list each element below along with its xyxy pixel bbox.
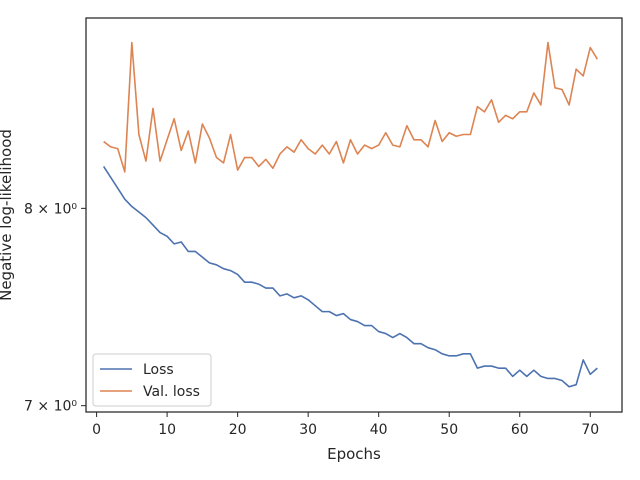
series-line-1 — [103, 41, 599, 173]
x-tick-label: 70 — [581, 422, 599, 438]
x-tick-label: 50 — [440, 422, 458, 438]
x-tick-label: 40 — [370, 422, 388, 438]
x-axis: 0 10 20 30 40 50 60 70 — [92, 412, 599, 438]
x-axis-label: Epochs — [327, 445, 381, 463]
y-axis-label: Negative log-likelihood — [0, 129, 15, 301]
x-tick-label: 0 — [92, 422, 101, 438]
series-line-0 — [102, 166, 598, 388]
plot-frame — [85, 17, 623, 413]
legend: Loss Val. loss — [92, 353, 212, 407]
y-tick-label: 7 × 10⁰ — [24, 399, 77, 415]
x-tick-label: 30 — [299, 422, 317, 438]
plot-marks — [102, 41, 599, 388]
y-axis: 7 × 10⁰ 8 × 10⁰ — [24, 201, 86, 415]
x-tick-label: 60 — [511, 422, 529, 438]
x-tick-label: 10 — [158, 422, 176, 438]
y-tick-label: 8 × 10⁰ — [24, 201, 77, 217]
legend-label-val-loss: Val. loss — [143, 384, 200, 400]
legend-label-loss: Loss — [143, 362, 174, 378]
legend-box — [92, 353, 212, 407]
x-tick-label: 20 — [229, 422, 247, 438]
